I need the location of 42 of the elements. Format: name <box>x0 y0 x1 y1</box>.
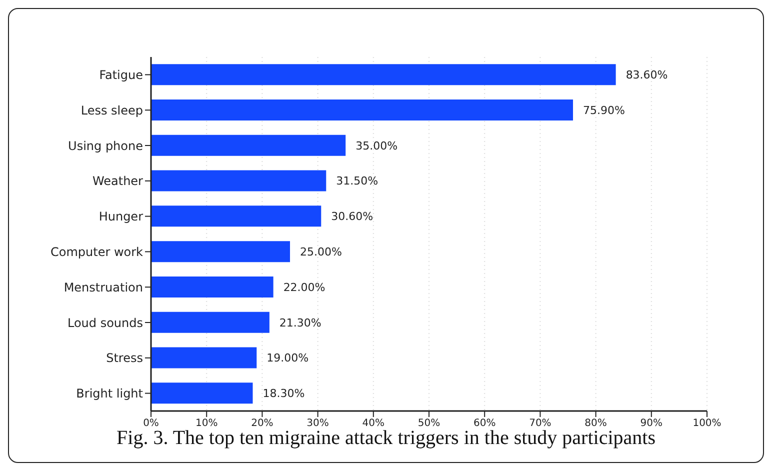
x-tick-label: 80% <box>584 418 607 430</box>
bar <box>151 206 322 227</box>
bar <box>151 99 574 120</box>
data-label: 35.00% <box>356 139 398 152</box>
x-tick-label: 40% <box>362 418 385 430</box>
y-tick-label: Computer work <box>50 244 144 259</box>
data-label: 31.50% <box>336 174 378 188</box>
y-tick-label: Bright light <box>76 386 144 401</box>
data-label: 30.60% <box>331 210 374 224</box>
bar <box>151 312 270 333</box>
bar <box>151 276 274 298</box>
data-label: 25.00% <box>300 245 342 258</box>
x-tick-label: 100% <box>692 418 722 430</box>
bar <box>151 64 616 86</box>
y-tick-label: Using phone <box>68 138 143 153</box>
bar <box>151 382 253 404</box>
y-tick-label: Hunger <box>98 210 144 224</box>
x-tick-label: 20% <box>251 418 274 430</box>
x-tick-label: 0% <box>143 418 159 430</box>
x-tick-label: 90% <box>640 418 663 430</box>
bar <box>151 347 257 368</box>
x-tick-label: 30% <box>306 418 329 430</box>
y-tick-label: Fatigue <box>99 68 143 82</box>
bar <box>151 241 290 262</box>
text: Fig. 3. The top ten migraine attack triggers in the study participants <box>116 427 656 449</box>
data-label: 19.00% <box>266 352 309 365</box>
x-tick-label: 70% <box>529 418 552 430</box>
data-label: 83.60% <box>626 68 668 82</box>
x-tick-label: 10% <box>195 418 218 430</box>
bar <box>151 170 326 192</box>
data-label: 75.90% <box>583 104 625 117</box>
y-tick-label: Menstruation <box>64 280 143 294</box>
data-label: 21.30% <box>279 316 322 330</box>
y-tick-label: Stress <box>106 351 143 366</box>
y-tick-label: Less sleep <box>80 103 143 118</box>
x-tick-label: 60% <box>473 418 496 430</box>
x-tick-label: 50% <box>418 418 440 430</box>
data-label: 22.00% <box>283 280 326 294</box>
y-tick-label: Weather <box>92 174 144 188</box>
y-tick-label: Loud sounds <box>67 316 143 330</box>
data-label: 18.30% <box>262 387 305 400</box>
bar <box>151 134 346 156</box>
